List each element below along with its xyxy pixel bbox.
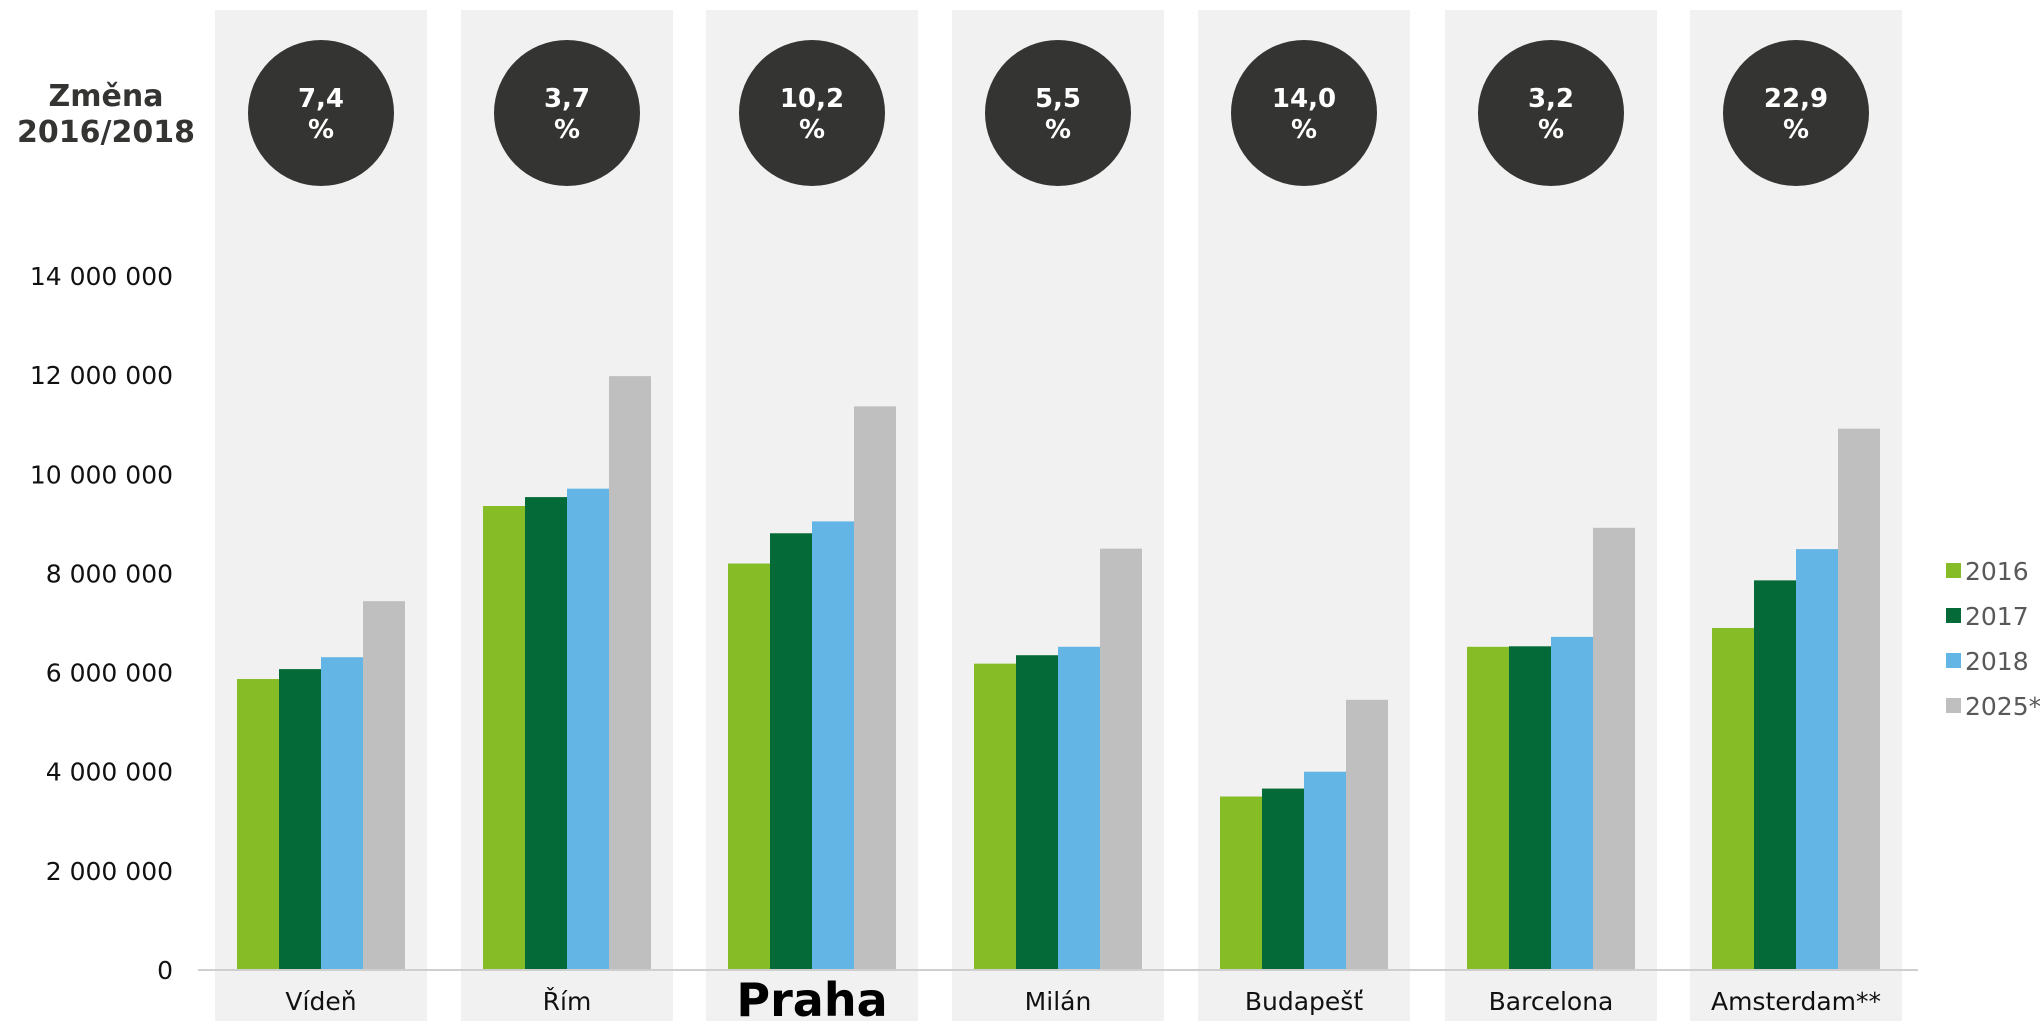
change-unit-barcelona: %: [1538, 115, 1564, 145]
bar-viden-2018: [321, 657, 363, 970]
change-unit-praha: %: [799, 115, 825, 145]
change-circle-viden: [248, 40, 394, 186]
change-value-budapest: 14,0: [1272, 84, 1336, 114]
bar-barcelona-2025: [1593, 527, 1635, 970]
side-title-line-1: Změna: [49, 79, 164, 114]
change-circle-praha: [739, 40, 885, 186]
change-circle-barcelona: [1478, 40, 1624, 186]
change-circle-amsterdam: [1723, 40, 1869, 186]
bar-budapest-2016: [1220, 796, 1262, 970]
category-label-rim: Řím: [543, 987, 592, 1016]
y-tick-label: 8 000 000: [46, 559, 173, 588]
change-circle-rim: [494, 40, 640, 186]
y-tick-label: 6 000 000: [46, 659, 173, 688]
bar-budapest-2025: [1346, 699, 1388, 970]
change-value-amsterdam: 22,9: [1764, 84, 1828, 114]
change-unit-budapest: %: [1291, 115, 1317, 145]
legend-swatch-2025: [1946, 698, 1961, 713]
change-value-rim: 3,7: [544, 84, 590, 114]
bar-milan-2017: [1016, 655, 1058, 970]
bar-rim-2017: [525, 497, 567, 970]
y-tick-label: 14 000 000: [30, 262, 173, 291]
bar-rim-2025: [609, 376, 651, 970]
y-tick-label: 10 000 000: [30, 460, 173, 489]
bar-budapest-2018: [1304, 771, 1346, 970]
bar-praha-2018: [812, 521, 854, 970]
category-label-viden: Vídeň: [285, 987, 356, 1016]
change-value-barcelona: 3,2: [1528, 84, 1574, 114]
bar-milan-2018: [1058, 646, 1100, 970]
change-value-milan: 5,5: [1035, 84, 1081, 114]
category-label-amsterdam: Amsterdam**: [1711, 987, 1881, 1016]
legend: 2016 2017 2018 2025*: [1946, 557, 2040, 721]
legend-swatch-2018: [1946, 653, 1961, 668]
bar-milan-2025: [1100, 548, 1142, 970]
side-title-line-2: 2016/2018: [17, 115, 195, 150]
side-title: Změna 2016/2018: [17, 79, 195, 150]
bar-marks: [237, 376, 1880, 970]
category-label-budapest: Budapešť: [1245, 987, 1363, 1016]
bar-rim-2016: [483, 506, 525, 970]
legend-label-2025: 2025*: [1965, 692, 2040, 721]
change-unit-amsterdam: %: [1783, 115, 1809, 145]
change-unit-milan: %: [1045, 115, 1071, 145]
bar-barcelona-2018: [1551, 636, 1593, 970]
bar-amsterdam-2017: [1754, 580, 1796, 970]
change-circles: 7,4%3,7%10,2%5,5%14,0%3,2%22,9%: [248, 40, 1869, 186]
legend-label-2016: 2016: [1965, 557, 2029, 586]
legend-label-2017: 2017: [1965, 602, 2029, 631]
change-unit-viden: %: [308, 115, 334, 145]
bar-praha-2025: [854, 406, 896, 970]
change-unit-rim: %: [554, 115, 580, 145]
bar-rim-2018: [567, 488, 609, 970]
bar-amsterdam-2025: [1838, 428, 1880, 970]
bar-amsterdam-2016: [1712, 627, 1754, 970]
bar-barcelona-2017: [1509, 646, 1551, 970]
bar-praha-2017: [770, 533, 812, 970]
category-label-milan: Milán: [1025, 987, 1092, 1016]
legend-swatch-2016: [1946, 563, 1961, 578]
category-label-barcelona: Barcelona: [1489, 987, 1614, 1016]
y-tick-label: 4 000 000: [46, 758, 173, 787]
change-circle-budapest: [1231, 40, 1377, 186]
bar-viden-2017: [279, 669, 321, 970]
bar-barcelona-2016: [1467, 646, 1509, 970]
y-axis-ticks: 0 2 000 000 4 000 000 6 000 000 8 000 000 10 …: [30, 262, 173, 985]
bar-budapest-2017: [1262, 788, 1304, 970]
change-circle-milan: [985, 40, 1131, 186]
x-axis-category-labels: Vídeň Řím Praha Milán Budapešť Barcelona Amste…: [285, 973, 1881, 1021]
y-tick-label: 0: [157, 956, 173, 985]
bar-milan-2016: [974, 663, 1016, 970]
legend-swatch-2017: [1946, 608, 1961, 623]
legend-label-2018: 2018: [1965, 647, 2029, 676]
category-label-praha: Praha: [736, 973, 887, 1021]
y-tick-label: 2 000 000: [46, 857, 173, 886]
y-tick-label: 12 000 000: [30, 361, 173, 390]
bar-amsterdam-2018: [1796, 549, 1838, 970]
bar-praha-2016: [728, 563, 770, 970]
bar-viden-2025: [363, 601, 405, 970]
bar-viden-2016: [237, 679, 279, 970]
change-value-viden: 7,4: [298, 84, 344, 114]
change-value-praha: 10,2: [780, 84, 844, 114]
